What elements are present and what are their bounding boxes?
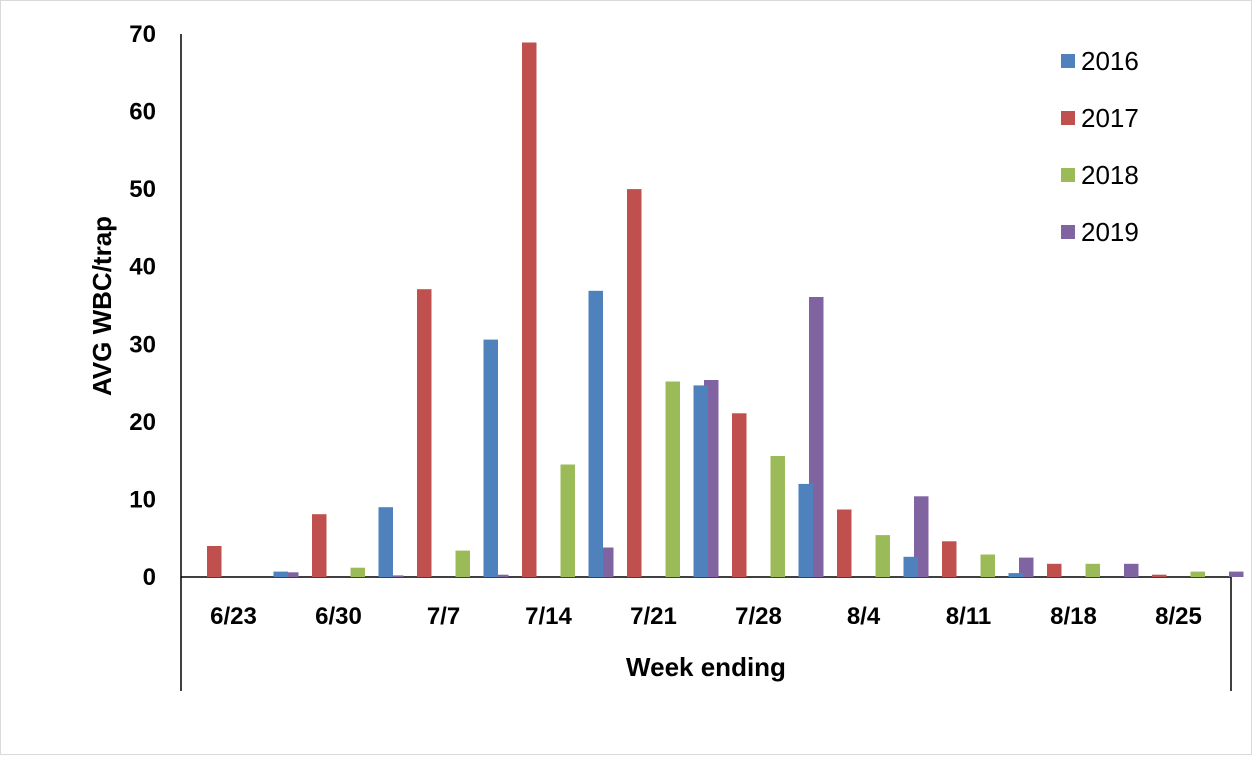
bar-2017-7-21 <box>627 189 642 577</box>
x-tick-label: 8/11 <box>946 603 991 630</box>
bar-2016-8-18 <box>1008 573 1023 577</box>
bar-2018-7-28 <box>770 456 785 577</box>
bar-2018-7-21 <box>665 381 680 577</box>
legend-swatch-2017 <box>1061 111 1075 125</box>
legend-swatch-2019 <box>1061 225 1075 239</box>
bar-2018-8-18 <box>1085 563 1100 577</box>
bar-2017-7-28 <box>732 413 747 577</box>
bar-2018-6-30 <box>350 567 365 577</box>
y-tick-label: 70 <box>129 21 156 48</box>
x-axis-title: Week ending <box>626 652 786 682</box>
bars <box>207 42 1244 577</box>
bar-2016-6-30 <box>273 571 288 577</box>
bar-2018-7-14 <box>560 464 575 577</box>
legend: 2016 2017 2018 2019 <box>1061 46 1139 247</box>
bar-2018-8-11 <box>980 554 995 577</box>
bar-2017-7-7 <box>417 289 432 577</box>
bar-2018-7-7 <box>455 550 470 577</box>
y-tick-label: 0 <box>143 564 156 591</box>
bar-2019-8-18 <box>1124 563 1139 577</box>
y-tick-label: 60 <box>129 99 156 126</box>
bar-2016-7-14 <box>483 339 498 577</box>
x-tick-label: 6/23 <box>210 603 257 630</box>
bar-2018-8-4 <box>875 535 890 577</box>
bar-2017-7-14 <box>522 42 537 577</box>
x-tick-label: 7/7 <box>427 603 460 630</box>
y-tick-label: 30 <box>129 331 156 358</box>
bar-2019-6-30 <box>389 575 404 577</box>
legend-label-2019: 2019 <box>1081 217 1139 247</box>
bar-2016-8-4 <box>798 483 813 577</box>
bar-2019-8-11 <box>1019 557 1034 577</box>
bar-2016-8-11 <box>903 556 918 577</box>
legend-label-2018: 2018 <box>1081 160 1139 190</box>
bar-2016-7-7 <box>378 507 393 577</box>
bar-2018-8-25 <box>1190 571 1205 577</box>
bar-2016-7-21 <box>588 290 603 577</box>
x-tick-label: 6/30 <box>315 603 362 630</box>
axes <box>180 34 1232 691</box>
x-tick-label: 7/14 <box>525 603 572 630</box>
x-tick-label: 8/4 <box>847 603 881 630</box>
bar-2017-8-4 <box>837 509 852 577</box>
bar-2019-6-23 <box>284 572 299 577</box>
x-tick-label: 8/18 <box>1050 603 1097 630</box>
bar-2017-8-11 <box>942 541 957 577</box>
bar-2017-8-18 <box>1047 563 1062 577</box>
x-tick-label: 7/28 <box>735 603 782 630</box>
bar-2016-7-28 <box>693 385 708 577</box>
legend-label-2016: 2016 <box>1081 46 1139 76</box>
y-tick-label: 50 <box>129 176 156 203</box>
x-tick-labels: 6/23 6/30 7/7 7/14 7/21 7/28 8/4 8/11 8/18 8/25 <box>210 603 1202 630</box>
y-axis-title: AVG WBC/trap <box>87 216 117 396</box>
y-tick-label: 10 <box>129 486 156 513</box>
bar-2017-8-25 <box>1152 574 1167 577</box>
x-tick-label: 7/21 <box>630 603 677 630</box>
legend-swatch-2016 <box>1061 54 1075 68</box>
legend-label-2017: 2017 <box>1081 103 1139 133</box>
y-tick-labels: 0 10 20 30 40 50 60 70 <box>129 21 156 591</box>
y-tick-label: 20 <box>129 409 156 436</box>
bar-2019-7-7 <box>494 574 509 577</box>
bar-2019-8-25 <box>1229 571 1244 577</box>
bar-2017-6-30 <box>312 514 327 577</box>
y-tick-label: 40 <box>129 254 156 281</box>
x-tick-label: 8/25 <box>1155 603 1202 630</box>
bar-2017-6-23 <box>207 546 222 577</box>
legend-swatch-2018 <box>1061 168 1075 182</box>
